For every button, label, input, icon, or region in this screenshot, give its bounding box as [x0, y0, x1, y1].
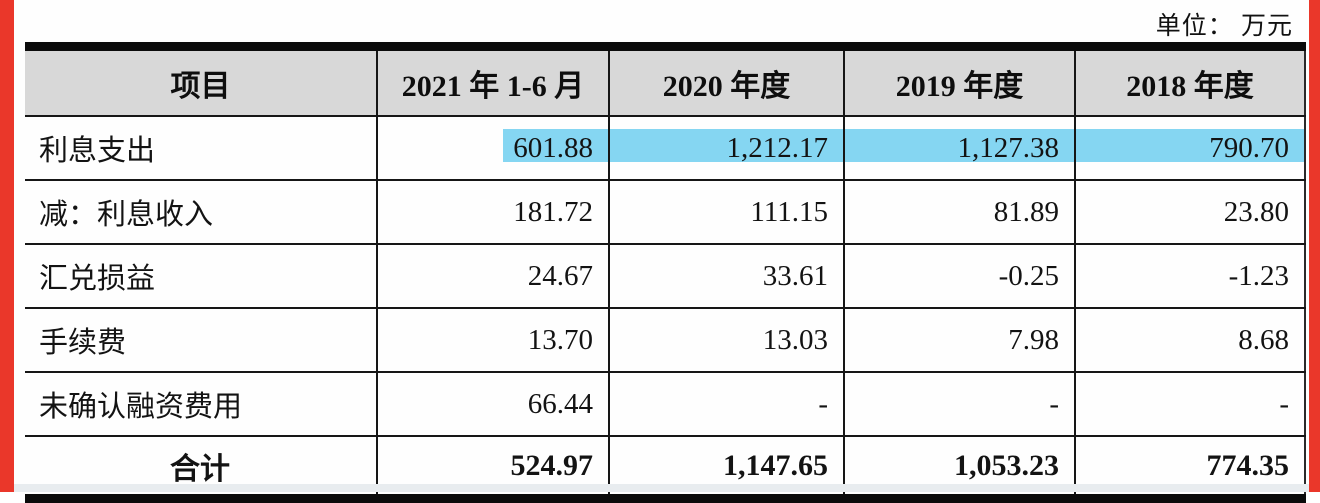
cell-value: 13.70	[376, 307, 610, 373]
header-row: 项目 2021 年 1-6 月 2020 年度 2019 年度 2018 年度	[25, 45, 1306, 117]
table-row-handling-fees: 手续费 13.70 13.03 7.98 8.68	[25, 307, 1306, 373]
cell-value: -0.25	[843, 243, 1076, 309]
cell-value: -1.23	[1074, 243, 1306, 309]
cell-value: 33.61	[608, 243, 845, 309]
cell-value: -	[1074, 371, 1306, 437]
row-label: 利息支出	[25, 115, 378, 181]
col-header-2020: 2020 年度	[608, 45, 845, 117]
cell-value: -	[608, 371, 845, 437]
page-bottom-strip	[14, 484, 1309, 492]
cell-value-highlighted: 1,212.17	[608, 115, 845, 181]
cell-value: 23.80	[1074, 179, 1306, 245]
col-header-2019: 2019 年度	[843, 45, 1076, 117]
col-header-2018: 2018 年度	[1074, 45, 1306, 117]
cell-value-highlighted: 790.70	[1074, 115, 1306, 181]
cell-value: 111.15	[608, 179, 845, 245]
col-header-item: 项目	[25, 45, 378, 117]
cell-value: 7.98	[843, 307, 1076, 373]
cell-value-highlighted: 601.88	[376, 115, 610, 181]
cell-value: -	[843, 371, 1076, 437]
table-row-exchange-gain-loss: 汇兑损益 24.67 33.61 -0.25 -1.23	[25, 243, 1306, 309]
cell-value: 181.72	[376, 179, 610, 245]
table-row-less-interest-income: 减：利息收入 181.72 111.15 81.89 23.80	[25, 179, 1306, 245]
right-red-crop-bar	[1309, 0, 1320, 492]
unit-label: 单位： 万元	[1155, 13, 1293, 40]
col-header-2021-h1: 2021 年 1-6 月	[376, 45, 610, 117]
table-row-interest-expense: 利息支出 601.88 1,212.17 1,127.38 790.70	[25, 115, 1306, 181]
row-label: 手续费	[25, 307, 378, 373]
interest-expense-table: 项目 2021 年 1-6 月 2020 年度 2019 年度 2018 年度 …	[25, 42, 1306, 503]
row-label: 汇兑损益	[25, 243, 378, 309]
left-red-crop-bar	[0, 0, 14, 492]
cell-value: 81.89	[843, 179, 1076, 245]
table-row-unrecognized-financing-cost: 未确认融资费用 66.44 - - -	[25, 371, 1306, 437]
row-label: 减：利息收入	[25, 179, 378, 245]
cell-value: 66.44	[376, 371, 610, 437]
row-label: 未确认融资费用	[25, 371, 378, 437]
cell-value-highlighted: 1,127.38	[843, 115, 1076, 181]
cell-value: 8.68	[1074, 307, 1306, 373]
cell-value: 24.67	[376, 243, 610, 309]
cell-value: 13.03	[608, 307, 845, 373]
